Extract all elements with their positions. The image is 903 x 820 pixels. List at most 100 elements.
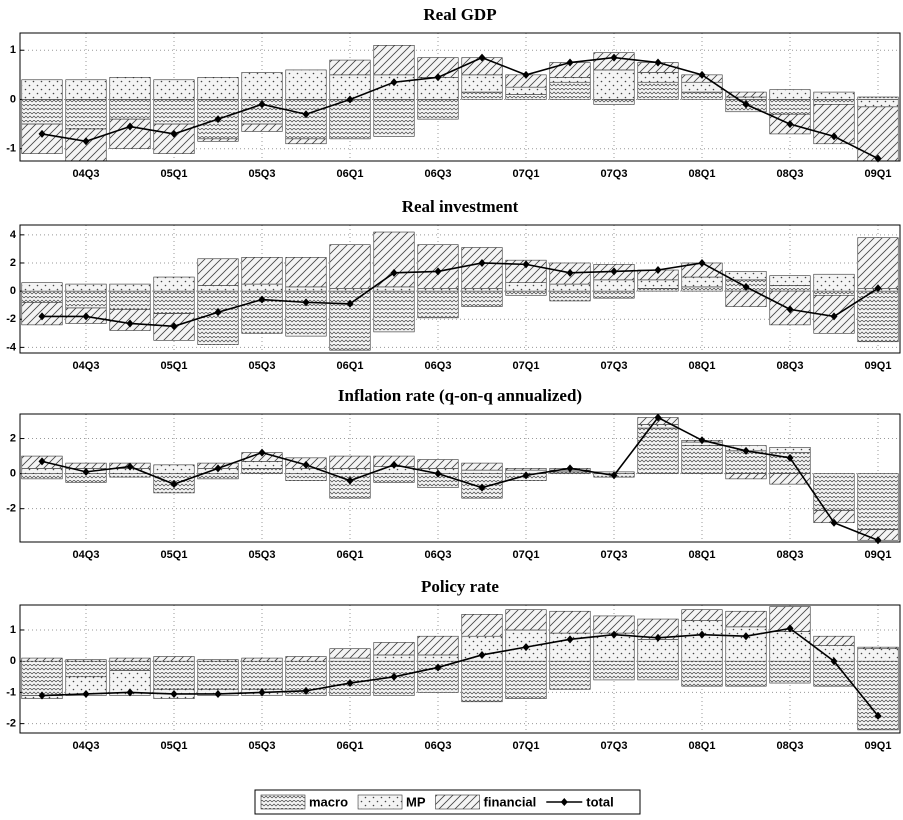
x-tick-label: 06Q1 [337,549,364,561]
bar-segment [373,45,415,76]
bar-segment [505,468,547,471]
bar-segment [197,659,239,662]
total-marker [170,480,178,489]
bar-segment [65,99,107,130]
total-marker [390,78,398,87]
bar-segment [65,290,107,309]
plot-area [20,414,900,542]
bar-segment [153,276,195,292]
x-tick-label: 09Q1 [865,360,892,372]
total-marker [478,650,486,659]
bar-segment [197,660,239,690]
bar-segment [329,648,371,659]
total-marker [654,58,662,67]
bar-segment [681,276,723,288]
bar-segment [153,313,195,341]
total-marker [390,460,398,469]
x-tick-label: 07Q1 [513,549,540,561]
bar-segment [681,91,723,100]
y-tick-label: 1 [10,44,16,56]
total-marker [126,462,134,471]
bar-segment [241,72,283,100]
bar-segment [417,287,459,292]
total-marker [258,295,266,304]
total-marker [82,137,90,146]
bar-segment [593,660,635,681]
total-line [41,627,879,717]
x-tick-label: 08Q1 [689,549,716,561]
y-tick-label: 2 [10,257,16,269]
bar-segment [65,283,107,292]
total-marker [434,469,442,478]
bar-segment [329,74,371,100]
bar-segment [593,279,635,292]
bar-segment [637,279,679,289]
total-marker [830,657,838,666]
plot-area [20,225,900,353]
x-tick-label: 06Q3 [425,360,452,372]
legend-marker [560,798,568,806]
legend-label: MP [406,794,426,809]
total-line [42,262,879,328]
bar-segment [285,99,327,140]
x-tick-label: 04Q3 [73,168,100,180]
total-marker [610,267,618,276]
bar-segment [65,659,107,662]
x-tick-label: 09Q1 [865,168,892,180]
y-tick-label: -2 [6,313,16,325]
bar-segment [549,290,591,302]
total-marker [390,268,398,277]
total-marker [698,436,706,445]
bar-segment [593,99,635,105]
bar-segment [21,473,63,480]
total-marker [38,691,46,700]
total-marker [566,635,574,644]
bar-segment [681,620,723,662]
bar-segment [725,660,767,687]
bar-segment [21,123,63,154]
x-tick-label: 08Q1 [689,168,716,180]
total-marker [610,471,618,480]
bar-segment [329,287,371,292]
legend-label: total [586,794,613,809]
legend: macro MP financial total [254,789,641,815]
total-marker [522,260,530,269]
bar-segment [285,138,327,145]
total-marker [874,284,882,293]
chart-title: Inflation rate (q-on-q annualized) [338,386,582,405]
total-marker [302,686,310,695]
x-tick-label: 09Q1 [865,740,892,752]
total-marker [82,467,90,476]
bar-segment [153,79,195,100]
bar-segment [857,237,899,289]
total-marker [786,305,794,314]
total-marker [302,110,310,119]
total-marker [346,299,354,308]
chart-title: Real GDP [423,5,496,24]
bar-segment [769,660,811,684]
bar-segment [285,473,327,481]
bar-segment [857,648,899,662]
x-tick-label: 07Q3 [601,360,628,372]
bar-segment [373,654,415,662]
x-tick-label: 08Q3 [777,168,804,180]
total-marker [258,100,266,109]
y-tick-label: -1 [6,686,16,698]
bar-segment [813,660,855,687]
bar-segment [153,660,195,690]
y-tick-label: -2 [6,503,16,515]
bar-segment [285,69,327,100]
bar-segment [505,94,547,100]
bar-segment [549,610,591,634]
total-marker [126,122,134,131]
total-marker [346,679,354,688]
total-marker [478,53,486,62]
bar-segment [461,247,503,289]
bar-segment [241,123,283,132]
bar-segment [109,660,151,671]
total-marker [566,268,574,277]
total-marker [258,448,266,457]
total-marker [478,483,486,492]
bar-segment [857,290,899,343]
total-marker [654,266,662,275]
